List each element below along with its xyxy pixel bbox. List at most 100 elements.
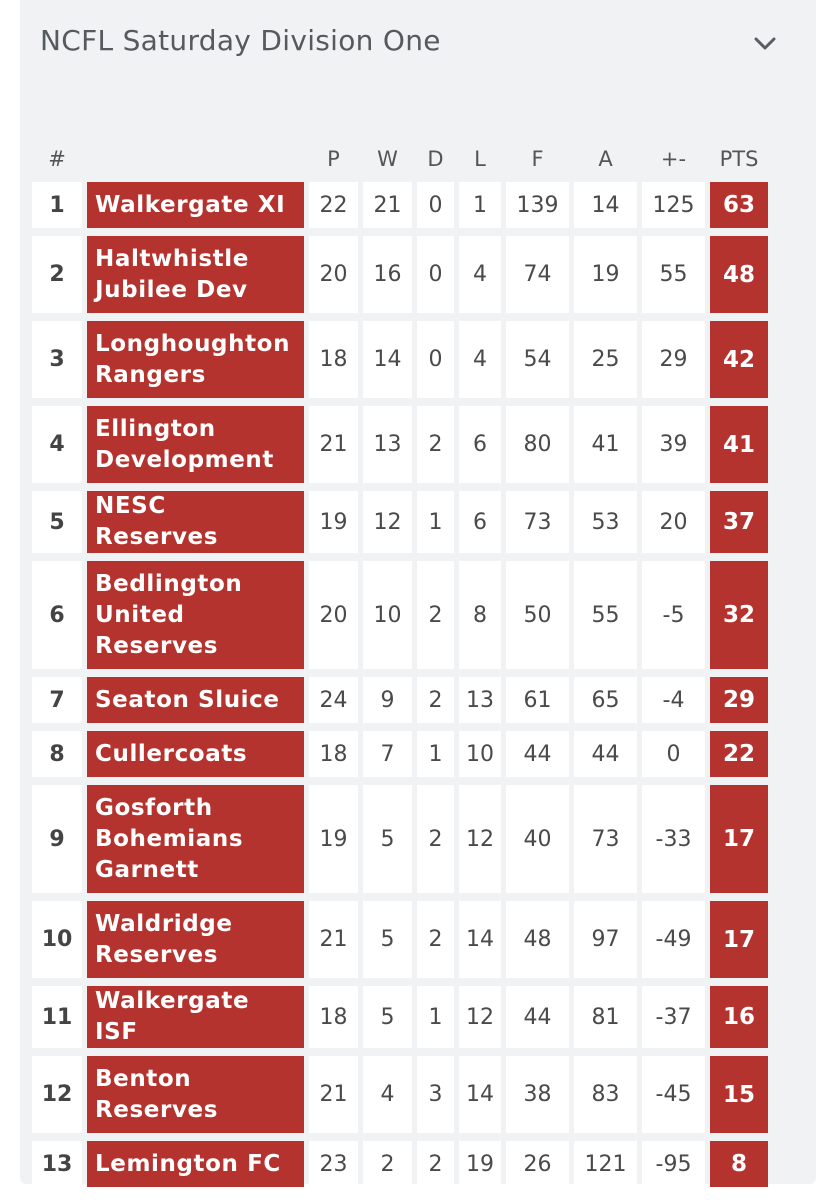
table-header-row: # P W D L F A +- PTS [32, 144, 768, 174]
col-header-goals-against: A [598, 147, 613, 171]
won-cell: 5 [363, 785, 412, 893]
table-row[interactable]: 12 Benton Reserves 21 4 3 14 38 83 -45 15 [32, 1056, 768, 1133]
chevron-down-icon[interactable] [752, 30, 778, 56]
table-row[interactable]: 11 Walkergate ISF 18 5 1 12 44 81 -37 16 [32, 986, 768, 1048]
table-row[interactable]: 2 Haltwhistle Jubilee Dev 20 16 0 4 74 19 55 48 [32, 236, 768, 313]
team-name-line: Jubilee Dev [95, 276, 248, 303]
team-cell[interactable]: Lemington FC [87, 1141, 304, 1187]
team-cell[interactable]: Walkergate ISF [87, 986, 304, 1048]
team-cell[interactable]: Bedlington United Reserves [87, 561, 304, 669]
lost-cell: 6 [459, 491, 501, 553]
team-cell[interactable]: Cullercoats [87, 731, 304, 777]
goals-against-cell: 25 [574, 321, 637, 398]
goals-against-cell: 14 [574, 182, 637, 228]
goal-difference-cell: -45 [642, 1056, 705, 1133]
league-title: NCFL Saturday Division One [40, 24, 441, 57]
goals-for-cell: 73 [506, 491, 569, 553]
table-row[interactable]: 3 Longhoughton Rangers 18 14 0 4 54 25 29 42 [32, 321, 768, 398]
goals-against-cell: 41 [574, 406, 637, 483]
won-cell: 4 [363, 1056, 412, 1133]
table-row[interactable]: 13 Lemington FC 23 2 2 19 26 121 -95 8 [32, 1141, 768, 1187]
team-cell[interactable]: Haltwhistle Jubilee Dev [87, 236, 304, 313]
lost-cell: 13 [459, 677, 501, 723]
drawn-cell: 1 [417, 986, 454, 1048]
team-cell[interactable]: NESC Reserves [87, 491, 304, 553]
col-header-goals-for: F [531, 147, 544, 171]
drawn-cell: 2 [417, 677, 454, 723]
position-cell: 11 [32, 986, 82, 1048]
drawn-cell: 1 [417, 491, 454, 553]
team-cell[interactable]: Gosforth Bohemians Garnett [87, 785, 304, 893]
table-row[interactable]: 8 Cullercoats 18 7 1 10 44 44 0 22 [32, 731, 768, 777]
played-cell: 18 [309, 731, 358, 777]
lost-cell: 12 [459, 785, 501, 893]
lost-cell: 4 [459, 321, 501, 398]
team-name-line: Walkergate XI [95, 191, 286, 218]
won-cell: 5 [363, 986, 412, 1048]
drawn-cell: 3 [417, 1056, 454, 1133]
table-row[interactable]: 6 Bedlington United Reserves 20 10 2 8 50 55 -5 32 [32, 561, 768, 669]
team-name-line: Benton [95, 1065, 192, 1092]
points-cell: 17 [710, 785, 768, 893]
lost-cell: 14 [459, 1056, 501, 1133]
played-cell: 21 [309, 901, 358, 978]
goals-for-cell: 80 [506, 406, 569, 483]
team-name-line: Waldridge [95, 910, 233, 937]
team-name-line: Cullercoats [95, 740, 248, 767]
table-row[interactable]: 5 NESC Reserves 19 12 1 6 73 53 20 37 [32, 491, 768, 553]
played-cell: 20 [309, 561, 358, 669]
team-name-line: NESC Reserves [95, 493, 219, 550]
position-cell: 13 [32, 1141, 82, 1187]
goals-against-cell: 81 [574, 986, 637, 1048]
won-cell: 2 [363, 1141, 412, 1187]
goals-for-cell: 44 [506, 731, 569, 777]
col-header-team [87, 144, 304, 174]
team-cell[interactable]: Benton Reserves [87, 1056, 304, 1133]
team-name-line: Gosforth [95, 794, 213, 821]
drawn-cell: 0 [417, 321, 454, 398]
won-cell: 9 [363, 677, 412, 723]
lost-cell: 1 [459, 182, 501, 228]
played-cell: 21 [309, 1056, 358, 1133]
points-cell: 22 [710, 731, 768, 777]
goals-against-cell: 55 [574, 561, 637, 669]
table-row[interactable]: 1 Walkergate XI 22 21 0 1 139 14 125 63 [32, 182, 768, 228]
goals-against-cell: 19 [574, 236, 637, 313]
col-header-position: # [48, 147, 66, 171]
won-cell: 13 [363, 406, 412, 483]
card-header[interactable]: NCFL Saturday Division One [20, 22, 796, 62]
team-name-line: Walkergate ISF [95, 988, 250, 1045]
table-row[interactable]: 7 Seaton Sluice 24 9 2 13 61 65 -4 29 [32, 677, 768, 723]
team-cell[interactable]: Waldridge Reserves [87, 901, 304, 978]
team-cell[interactable]: Ellington Development [87, 406, 304, 483]
col-header-won: W [377, 147, 398, 171]
won-cell: 21 [363, 182, 412, 228]
lost-cell: 10 [459, 731, 501, 777]
drawn-cell: 2 [417, 406, 454, 483]
points-cell: 8 [710, 1141, 768, 1187]
won-cell: 10 [363, 561, 412, 669]
team-name-line: Haltwhistle [95, 245, 249, 272]
team-cell[interactable]: Walkergate XI [87, 182, 304, 228]
played-cell: 19 [309, 785, 358, 893]
col-header-drawn: D [427, 147, 444, 171]
table-row[interactable]: 4 Ellington Development 21 13 2 6 80 41 39 41 [32, 406, 768, 483]
table-row[interactable]: 10 Waldridge Reserves 21 5 2 14 48 97 -49 17 [32, 901, 768, 978]
points-cell: 32 [710, 561, 768, 669]
position-cell: 5 [32, 491, 82, 553]
drawn-cell: 0 [417, 236, 454, 313]
won-cell: 7 [363, 731, 412, 777]
table-row[interactable]: 9 Gosforth Bohemians Garnett 19 5 2 12 40 73 -33 17 [32, 785, 768, 893]
goals-against-cell: 65 [574, 677, 637, 723]
goal-difference-cell: -49 [642, 901, 705, 978]
team-name-line: Seaton Sluice [95, 686, 280, 713]
team-cell[interactable]: Seaton Sluice [87, 677, 304, 723]
position-cell: 12 [32, 1056, 82, 1133]
won-cell: 5 [363, 901, 412, 978]
points-cell: 17 [710, 901, 768, 978]
points-cell: 37 [710, 491, 768, 553]
team-name-line: Bohemians [95, 825, 244, 852]
goals-against-cell: 97 [574, 901, 637, 978]
goals-for-cell: 26 [506, 1141, 569, 1187]
team-cell[interactable]: Longhoughton Rangers [87, 321, 304, 398]
